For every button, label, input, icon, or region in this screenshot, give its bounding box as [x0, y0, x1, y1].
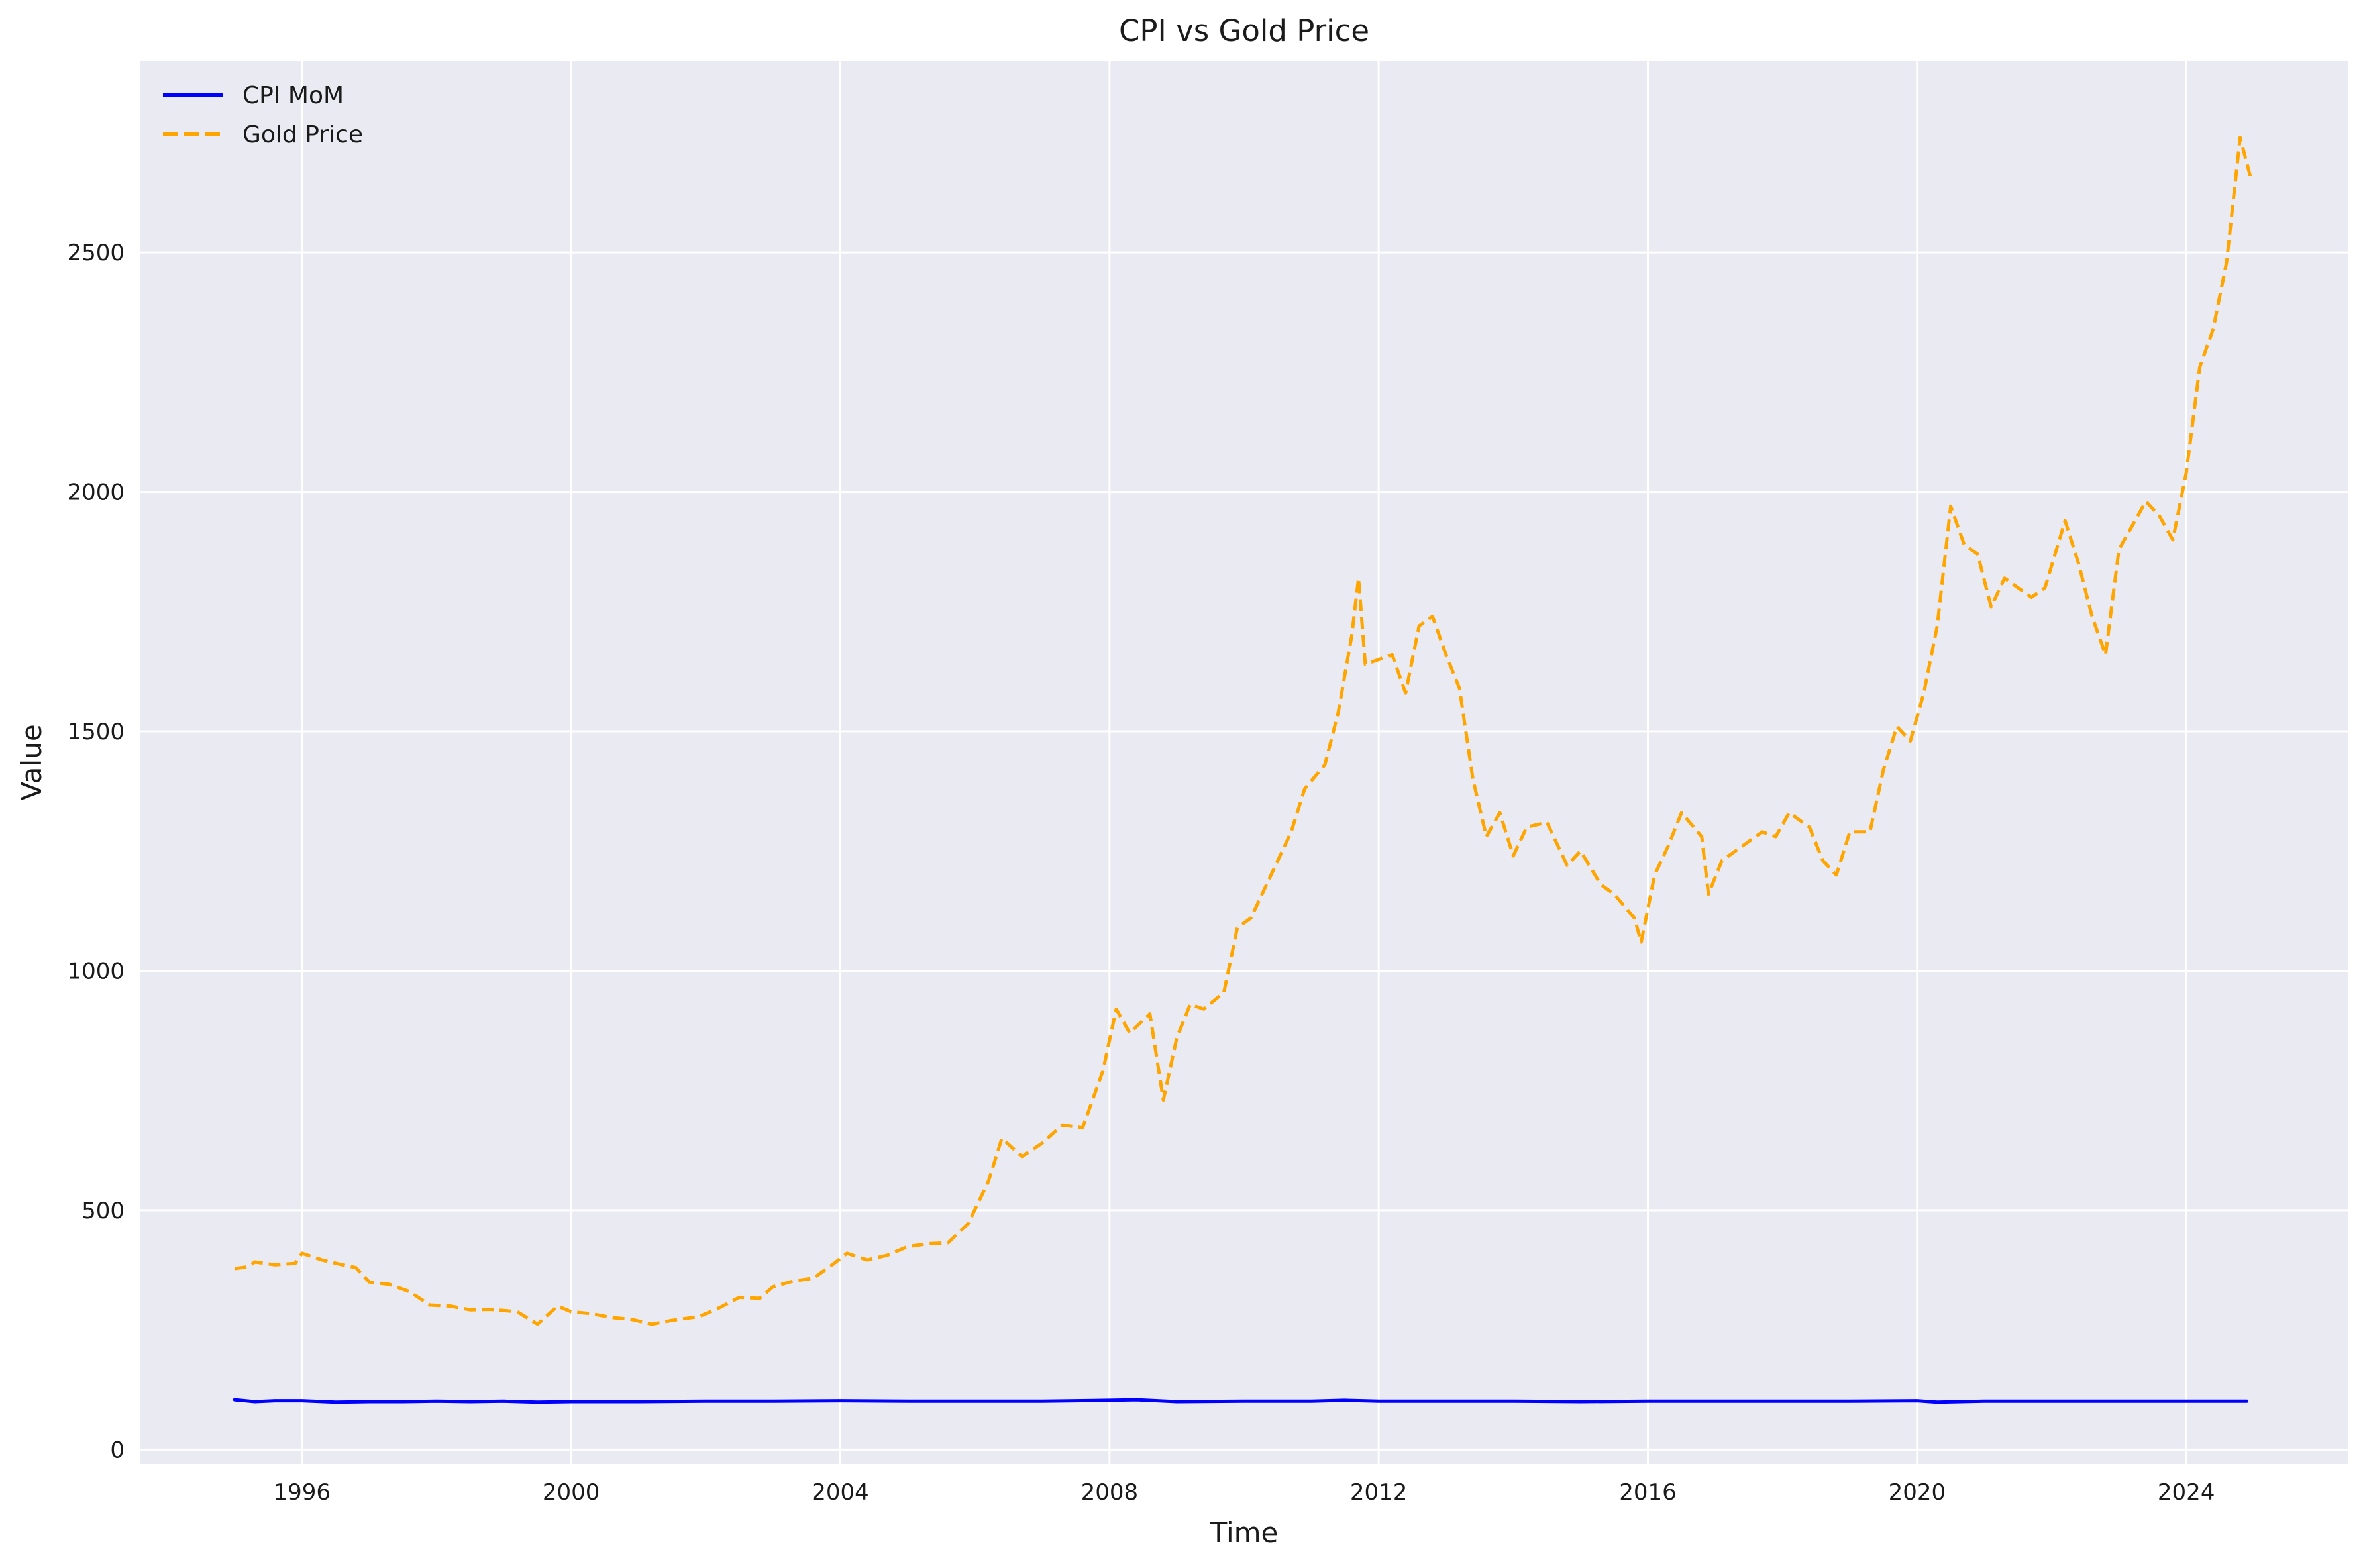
- grid: [140, 61, 2348, 1464]
- legend-label-cpi: CPI MoM: [242, 82, 344, 109]
- y-tick-label: 2500: [67, 240, 125, 266]
- series-layer: [233, 136, 2252, 1404]
- chart-title: CPI vs Gold Price: [1119, 13, 1369, 48]
- x-axis-label: Time: [1210, 1516, 1279, 1549]
- legend: CPI MoM Gold Price: [163, 82, 363, 148]
- x-tick-label: 1996: [274, 1479, 331, 1506]
- y-tick-label: 1000: [67, 958, 125, 984]
- x-tick-label: 2024: [2158, 1479, 2215, 1506]
- x-tick-label: 2000: [543, 1479, 600, 1506]
- legend-label-gold: Gold Price: [242, 121, 363, 148]
- plot-area: [140, 61, 2348, 1464]
- y-axis-label: Value: [15, 724, 48, 800]
- y-tick-label: 2000: [67, 480, 125, 506]
- x-tick-label: 2012: [1350, 1479, 1408, 1506]
- x-tick-label: 2008: [1081, 1479, 1139, 1506]
- x-tick-label: 2020: [1889, 1479, 1946, 1506]
- y-tick-label: 1500: [67, 719, 125, 745]
- x-tick-label: 2016: [1619, 1479, 1677, 1506]
- tick-labels: 1996 2000 2004 2008 2012 2016 2020 2024 0 500 1000…: [67, 240, 2215, 1506]
- series-line-cpi: [233, 1398, 2249, 1404]
- x-tick-label: 2004: [812, 1479, 869, 1506]
- y-tick-label: 500: [81, 1198, 125, 1224]
- y-tick-label: 0: [110, 1437, 125, 1463]
